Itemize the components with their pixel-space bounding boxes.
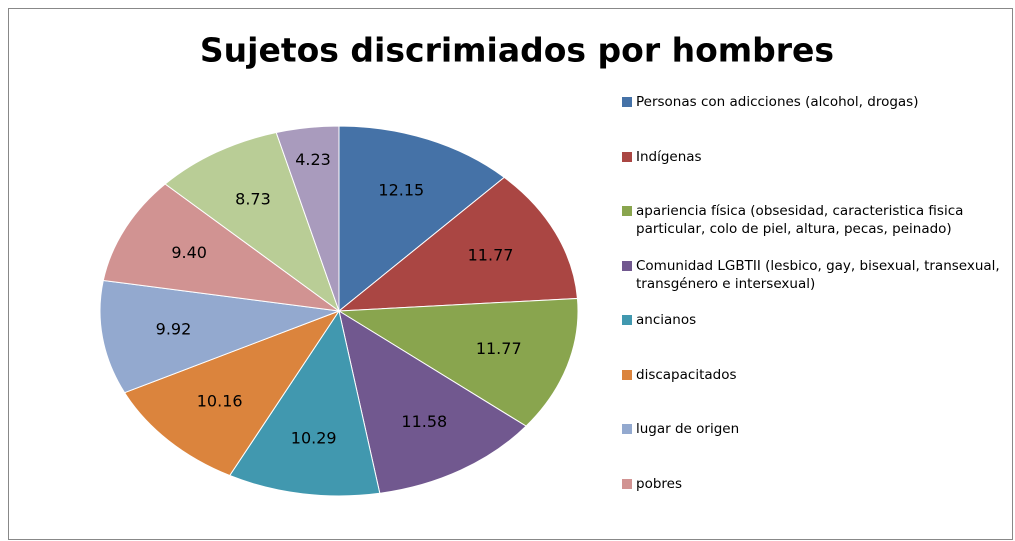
pie-slice [228, 309, 381, 497]
pie-slice [123, 309, 341, 477]
legend-swatch [622, 206, 632, 216]
legend-label: ancianos [636, 312, 697, 328]
pie-slice [337, 297, 579, 427]
data-label: 4.23 [295, 150, 331, 169]
legend-entry: discapacitados [622, 366, 1007, 384]
legend-entry: Comunidad LGBTII (lesbico, gay, bisexual… [622, 257, 1007, 293]
data-label: 10.16 [197, 391, 243, 410]
pie-slice [102, 183, 340, 312]
pie-slice [338, 125, 506, 313]
data-label: 12.15 [378, 180, 424, 199]
pie-slice [337, 176, 578, 312]
legend-swatch [622, 369, 632, 380]
legend-label: Comunidad LGBTII (lesbico, gay, bisexual… [636, 257, 1000, 292]
legend-label: apariencia física (obsesidad, caracteris… [636, 203, 964, 237]
data-label: 11.58 [401, 412, 447, 431]
pie-slice [338, 309, 527, 494]
pie-slice [275, 125, 340, 312]
legend-swatch [622, 478, 632, 489]
legend-swatch [622, 151, 632, 162]
data-label: 11.77 [468, 246, 514, 265]
data-label: 9.92 [156, 319, 192, 338]
legend-entry: apariencia física (obsesidad, caracteris… [622, 202, 1007, 238]
data-label: 9.40 [171, 243, 207, 262]
legend-swatch [622, 424, 632, 434]
legend-swatch [622, 260, 632, 271]
chart-title: Sujetos discrimiados por hombres [200, 31, 834, 70]
legend-swatch [622, 315, 632, 325]
legend-entry: Personas con adicciones (alcohol, drogas… [622, 93, 1007, 111]
pie-slice [99, 279, 340, 394]
legend-label: Personas con adicciones (alcohol, drogas… [636, 94, 919, 110]
data-label: 11.77 [476, 339, 522, 358]
pie-slice [164, 131, 341, 313]
legend-entry: ancianos [622, 311, 1007, 329]
legend-label: pobres [636, 475, 682, 492]
data-label: 8.73 [235, 189, 271, 208]
data-label: 10.29 [291, 429, 337, 448]
legend-label: discapacitados [636, 366, 737, 383]
legend-label: Indígenas [636, 148, 702, 165]
legend-entry: Indígenas [622, 148, 1007, 166]
legend-entry: pobres [622, 475, 1007, 493]
legend-entry: lugar de origen [622, 420, 1007, 438]
legend-swatch [622, 97, 632, 107]
legend-label: lugar de origen [636, 421, 740, 437]
